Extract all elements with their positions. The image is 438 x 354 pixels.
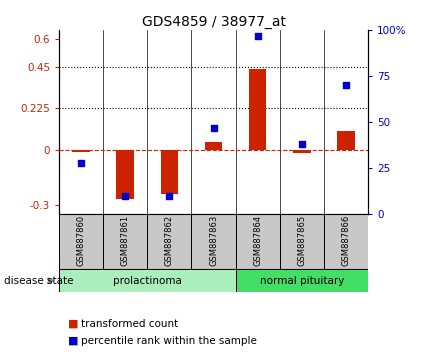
Point: [210, 125, 217, 131]
Text: GSM887863: GSM887863: [209, 215, 218, 266]
Text: disease state: disease state: [4, 276, 74, 286]
Bar: [236, 214, 280, 269]
Point: [298, 141, 305, 147]
Text: ■: ■: [68, 336, 78, 346]
Text: GSM887861: GSM887861: [121, 215, 130, 266]
Bar: [59, 214, 103, 269]
Bar: [72, 150, 90, 152]
Bar: [337, 131, 355, 150]
Point: [166, 193, 173, 199]
Text: GSM887862: GSM887862: [165, 215, 174, 266]
Bar: [59, 269, 236, 292]
Bar: [161, 150, 178, 194]
Title: GDS4859 / 38977_at: GDS4859 / 38977_at: [141, 15, 286, 29]
Bar: [280, 214, 324, 269]
Point: [343, 82, 350, 88]
Bar: [205, 142, 223, 150]
Bar: [324, 214, 368, 269]
Bar: [191, 214, 236, 269]
Point: [254, 33, 261, 39]
Text: GSM887864: GSM887864: [253, 215, 262, 266]
Bar: [103, 214, 147, 269]
Text: prolactinoma: prolactinoma: [113, 275, 182, 286]
Text: ■: ■: [68, 319, 78, 329]
Text: transformed count: transformed count: [81, 319, 178, 329]
Text: GSM887866: GSM887866: [341, 215, 350, 266]
Text: GSM887865: GSM887865: [297, 215, 306, 266]
Point: [78, 160, 85, 165]
Point: [122, 193, 129, 199]
Text: normal pituitary: normal pituitary: [260, 275, 344, 286]
Bar: [236, 269, 368, 292]
Bar: [249, 69, 266, 150]
Bar: [147, 214, 191, 269]
Text: GSM887860: GSM887860: [77, 215, 86, 266]
Bar: [293, 150, 311, 153]
Text: percentile rank within the sample: percentile rank within the sample: [81, 336, 257, 346]
Bar: [117, 150, 134, 199]
